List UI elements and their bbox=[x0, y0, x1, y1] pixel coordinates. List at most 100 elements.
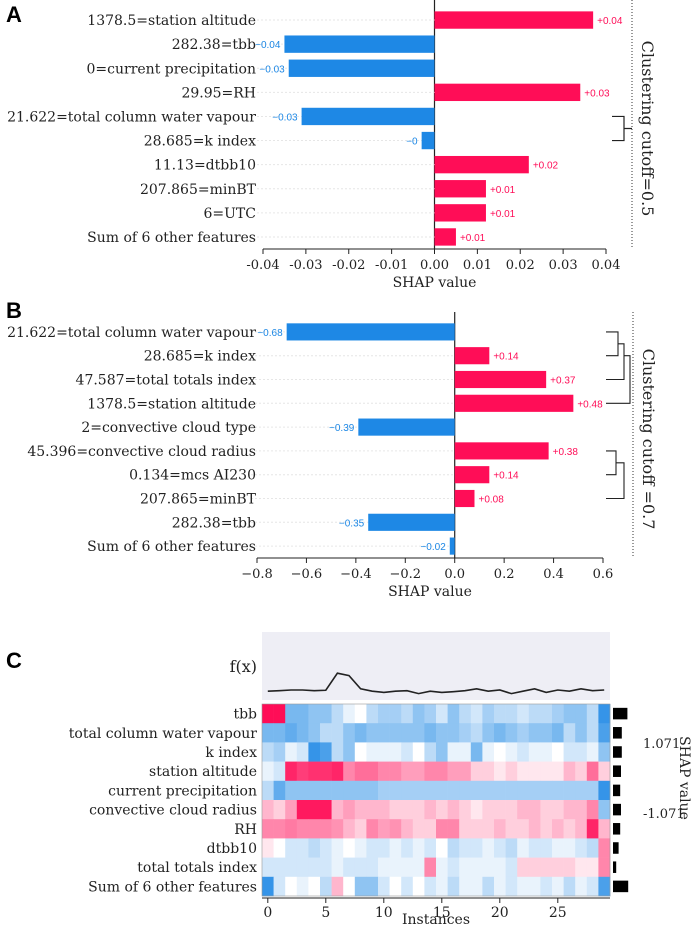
heatmap-cell bbox=[354, 742, 367, 762]
x-tick-label: 15 bbox=[433, 905, 451, 921]
heatmap-cell bbox=[366, 742, 379, 762]
x-tick-label: -0.04 bbox=[246, 258, 279, 273]
heatmap-cell bbox=[494, 704, 506, 724]
heatmap-cell bbox=[540, 876, 553, 897]
heatmap-cell bbox=[320, 857, 332, 878]
heatmap-cell bbox=[366, 838, 379, 858]
x-tick-label: 0.0 bbox=[444, 567, 465, 582]
heatmap-cell bbox=[447, 761, 460, 782]
heatmap-cell bbox=[343, 876, 356, 897]
heatmap-cell bbox=[285, 742, 298, 762]
heatmap-cell bbox=[343, 704, 356, 724]
heatmap-cell bbox=[343, 723, 356, 743]
bar bbox=[454, 347, 490, 365]
x-tick-label: 0.01 bbox=[463, 258, 492, 273]
heatmap-cell bbox=[563, 857, 576, 878]
heatmap-cell bbox=[540, 780, 553, 801]
bar-value-label: −0.35 bbox=[339, 518, 365, 529]
heatmap-cell bbox=[366, 761, 379, 782]
heatmap-cell bbox=[331, 780, 344, 801]
heatmap-cell bbox=[354, 819, 367, 839]
x-tick-label: -0.01 bbox=[375, 258, 408, 273]
heatmap-cell bbox=[586, 838, 599, 858]
feature-label: tbb bbox=[233, 707, 257, 723]
heatmap-cell bbox=[517, 857, 530, 878]
heatmap-cell bbox=[285, 819, 298, 839]
heatmap-cell bbox=[331, 704, 344, 724]
bar bbox=[454, 370, 547, 389]
bar bbox=[449, 537, 455, 555]
heatmap-cell bbox=[296, 819, 309, 839]
heatmap-cell bbox=[389, 819, 402, 839]
heatmap-cell bbox=[378, 742, 390, 762]
heatmap-cell bbox=[296, 838, 309, 858]
heatmap-cell bbox=[366, 723, 379, 743]
heatmap-cell bbox=[262, 857, 274, 878]
feature-label: 47.587=total totals index bbox=[76, 373, 257, 389]
heatmap-cell bbox=[343, 780, 356, 801]
heatmap-cell bbox=[331, 723, 344, 743]
bar-value-label: +0.37 bbox=[550, 376, 576, 387]
heatmap-cell bbox=[598, 857, 611, 878]
heatmap-cell bbox=[517, 838, 530, 858]
heatmap-cell bbox=[343, 800, 356, 820]
heatmap-cell bbox=[308, 819, 321, 839]
heatmap-cell bbox=[354, 704, 367, 724]
feature-label: total totals index bbox=[137, 860, 257, 876]
heatmap-cell bbox=[308, 800, 321, 820]
heatmap-cell bbox=[412, 819, 425, 839]
heatmap-cell bbox=[320, 838, 332, 858]
bar-value-label: +0.01 bbox=[490, 185, 516, 196]
heatmap-cell bbox=[447, 723, 460, 743]
feature-label: current precipitation bbox=[108, 783, 257, 799]
heatmap-cell bbox=[470, 742, 483, 762]
heatmap-cell bbox=[389, 838, 402, 858]
heatmap-cell bbox=[505, 742, 518, 762]
heatmap-cell bbox=[424, 857, 437, 878]
heatmap-cell bbox=[482, 857, 495, 878]
heatmap-cell bbox=[285, 723, 298, 743]
heatmap-cell bbox=[505, 761, 518, 782]
importance-bar bbox=[613, 861, 617, 873]
heatmap-cell bbox=[296, 857, 309, 878]
heatmap-cell bbox=[470, 857, 483, 878]
heatmap-cell bbox=[540, 857, 553, 878]
heatmap-cell bbox=[262, 819, 274, 839]
heatmap-cell bbox=[436, 742, 448, 762]
bar-value-label: −0.03 bbox=[272, 112, 298, 123]
heatmap-cell bbox=[482, 742, 495, 762]
heatmap-cell bbox=[436, 819, 448, 839]
heatmap-cell bbox=[552, 857, 564, 878]
heatmap-cell bbox=[262, 761, 274, 782]
heatmap-cell bbox=[273, 780, 286, 801]
heatmap-cell bbox=[563, 819, 576, 839]
heatmap-cell bbox=[459, 838, 472, 858]
heatmap-cell bbox=[262, 838, 274, 858]
heatmap-cell bbox=[436, 780, 448, 801]
bar-value-label: −0 bbox=[406, 137, 418, 148]
heatmap-cell bbox=[540, 838, 553, 858]
heatmap-cell bbox=[308, 876, 321, 897]
heatmap-cell bbox=[575, 857, 588, 878]
heatmap-cell bbox=[366, 800, 379, 820]
heatmap-cell bbox=[528, 838, 541, 858]
heatmap-cell bbox=[378, 876, 390, 897]
heatmap-cell bbox=[366, 857, 379, 878]
heatmap-cell bbox=[494, 761, 506, 782]
heatmap-cell bbox=[598, 838, 611, 858]
x-axis-label: SHAP value bbox=[393, 275, 477, 291]
heatmap-cell bbox=[436, 838, 448, 858]
bar-value-label: +0.08 bbox=[478, 495, 504, 506]
heatmap-cell bbox=[552, 876, 564, 897]
heatmap-cell bbox=[273, 800, 286, 820]
heatmap-cell bbox=[470, 723, 483, 743]
bar-value-label: +0.03 bbox=[584, 88, 610, 99]
importance-bar bbox=[613, 784, 621, 797]
colorbar-label: SHAP value bbox=[676, 736, 692, 820]
heatmap-cell bbox=[528, 819, 541, 839]
heatmap-cell bbox=[575, 800, 588, 820]
x-axis-label: SHAP value bbox=[388, 584, 472, 600]
heatmap-cell bbox=[563, 838, 576, 858]
heatmap-cell bbox=[459, 704, 472, 724]
